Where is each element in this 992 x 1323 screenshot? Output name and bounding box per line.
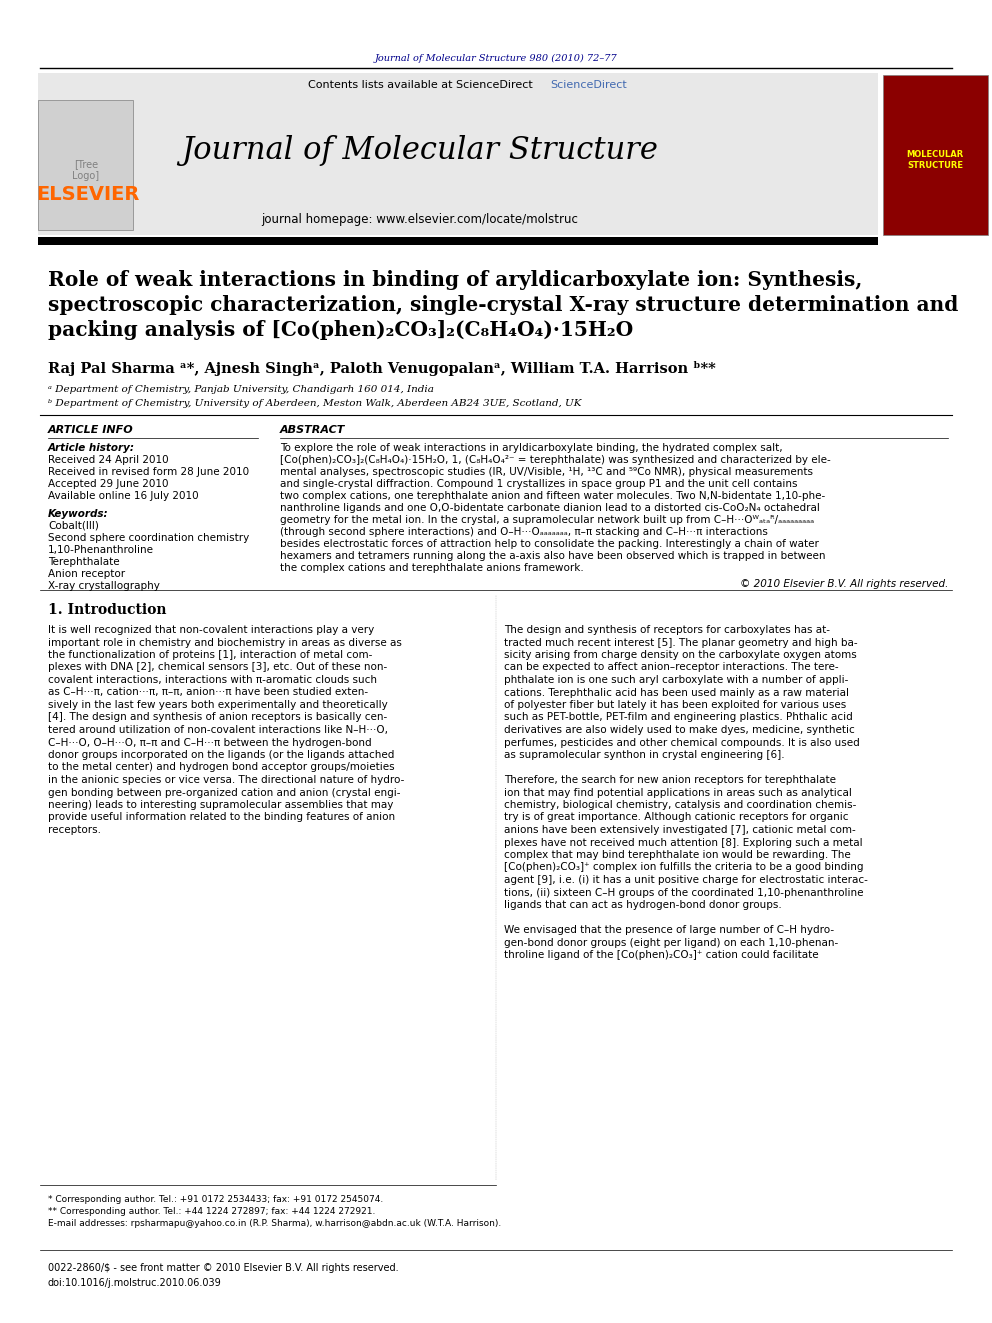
- Text: Role of weak interactions in binding of aryldicarboxylate ion: Synthesis,: Role of weak interactions in binding of …: [48, 270, 862, 290]
- Bar: [38, 101, 133, 230]
- Text: perfumes, pesticides and other chemical compounds. It is also used: perfumes, pesticides and other chemical …: [504, 737, 860, 747]
- Text: tions, (ii) sixteen C–H groups of the coordinated 1,10-phenanthroline: tions, (ii) sixteen C–H groups of the co…: [504, 888, 863, 897]
- Text: ligands that can act as hydrogen-bond donor groups.: ligands that can act as hydrogen-bond do…: [504, 900, 782, 910]
- Text: donor groups incorporated on the ligands (or the ligands attached: donor groups incorporated on the ligands…: [48, 750, 395, 759]
- Text: covalent interactions, interactions with π-aromatic clouds such: covalent interactions, interactions with…: [48, 675, 377, 685]
- Text: 0022-2860/$ - see front matter © 2010 Elsevier B.V. All rights reserved.: 0022-2860/$ - see front matter © 2010 El…: [48, 1263, 399, 1273]
- Text: X-ray crystallography: X-ray crystallography: [48, 581, 160, 591]
- Text: two complex cations, one terephthalate anion and fifteen water molecules. Two N,: two complex cations, one terephthalate a…: [280, 491, 825, 501]
- Text: © 2010 Elsevier B.V. All rights reserved.: © 2010 Elsevier B.V. All rights reserved…: [740, 579, 948, 589]
- Bar: [883, 75, 988, 235]
- Text: receptors.: receptors.: [48, 826, 101, 835]
- Text: can be expected to affect anion–receptor interactions. The tere-: can be expected to affect anion–receptor…: [504, 663, 838, 672]
- Text: cations. Terephthalic acid has been used mainly as a raw material: cations. Terephthalic acid has been used…: [504, 688, 849, 697]
- Text: [Tree
Logo]: [Tree Logo]: [72, 159, 99, 181]
- Text: plexes with DNA [2], chemical sensors [3], etc. Out of these non-: plexes with DNA [2], chemical sensors [3…: [48, 663, 387, 672]
- Text: MOLECULAR
STRUCTURE: MOLECULAR STRUCTURE: [907, 151, 963, 169]
- Text: as supramolecular synthon in crystal engineering [6].: as supramolecular synthon in crystal eng…: [504, 750, 785, 759]
- Text: Available online 16 July 2010: Available online 16 July 2010: [48, 491, 198, 501]
- Text: Accepted 29 June 2010: Accepted 29 June 2010: [48, 479, 169, 490]
- Text: [4]. The design and synthesis of anion receptors is basically cen-: [4]. The design and synthesis of anion r…: [48, 713, 387, 722]
- Text: important role in chemistry and biochemistry in areas as diverse as: important role in chemistry and biochemi…: [48, 638, 402, 647]
- Text: journal homepage: www.elsevier.com/locate/molstruc: journal homepage: www.elsevier.com/locat…: [262, 213, 578, 226]
- Text: tracted much recent interest [5]. The planar geometry and high ba-: tracted much recent interest [5]. The pl…: [504, 638, 858, 647]
- Text: gen-bond donor groups (eight per ligand) on each 1,10-phenan-: gen-bond donor groups (eight per ligand)…: [504, 938, 838, 947]
- Text: [Co(phen)₂CO₃]₂(C₈H₄O₄)·15H₂O, 1, (C₈H₄O₄²⁻ = terephthalate) was synthesized and: [Co(phen)₂CO₃]₂(C₈H₄O₄)·15H₂O, 1, (C₈H₄O…: [280, 455, 830, 464]
- Text: ion that may find potential applications in areas such as analytical: ion that may find potential applications…: [504, 787, 852, 798]
- Text: agent [9], i.e. (i) it has a unit positive charge for electrostatic interac-: agent [9], i.e. (i) it has a unit positi…: [504, 875, 868, 885]
- Bar: [38, 238, 878, 239]
- Text: Received 24 April 2010: Received 24 April 2010: [48, 455, 169, 464]
- Text: The design and synthesis of receptors for carboxylates has at-: The design and synthesis of receptors fo…: [504, 624, 830, 635]
- Text: ** Corresponding author. Tel.: +44 1224 272897; fax: +44 1224 272921.: ** Corresponding author. Tel.: +44 1224 …: [48, 1208, 375, 1217]
- Text: doi:10.1016/j.molstruc.2010.06.039: doi:10.1016/j.molstruc.2010.06.039: [48, 1278, 222, 1289]
- Text: E-mail addresses: rpsharmapu@yahoo.co.in (R.P. Sharma), w.harrison@abdn.ac.uk (W: E-mail addresses: rpsharmapu@yahoo.co.in…: [48, 1220, 501, 1229]
- Text: sicity arising from charge density on the carboxylate oxygen atoms: sicity arising from charge density on th…: [504, 650, 857, 660]
- Text: To explore the role of weak interactions in aryldicarboxylate binding, the hydra: To explore the role of weak interactions…: [280, 443, 783, 452]
- Text: tered around utilization of non-covalent interactions like N–H···O,: tered around utilization of non-covalent…: [48, 725, 388, 736]
- Text: the functionalization of proteins [1], interaction of metal com-: the functionalization of proteins [1], i…: [48, 650, 372, 660]
- Text: anions have been extensively investigated [7], cationic metal com-: anions have been extensively investigate…: [504, 826, 856, 835]
- Text: * Corresponding author. Tel.: +91 0172 2534433; fax: +91 0172 2545074.: * Corresponding author. Tel.: +91 0172 2…: [48, 1196, 383, 1204]
- Text: C–H···O, O–H···O, π–π and C–H···π between the hydrogen-bond: C–H···O, O–H···O, π–π and C–H···π betwee…: [48, 737, 372, 747]
- Text: Therefore, the search for new anion receptors for terephthalate: Therefore, the search for new anion rece…: [504, 775, 836, 785]
- Text: Received in revised form 28 June 2010: Received in revised form 28 June 2010: [48, 467, 249, 478]
- Text: Cobalt(III): Cobalt(III): [48, 521, 99, 531]
- Bar: [38, 73, 878, 235]
- Text: Anion receptor: Anion receptor: [48, 569, 125, 579]
- Text: besides electrostatic forces of attraction help to consolidate the packing. Inte: besides electrostatic forces of attracti…: [280, 538, 818, 549]
- Text: [Co(phen)₂CO₃]⁺ complex ion fulfills the criteria to be a good binding: [Co(phen)₂CO₃]⁺ complex ion fulfills the…: [504, 863, 863, 872]
- Text: nanthroline ligands and one O,O-bidentate carbonate dianion lead to a distorted : nanthroline ligands and one O,O-bidentat…: [280, 503, 819, 513]
- Text: ARTICLE INFO: ARTICLE INFO: [48, 425, 134, 435]
- Text: gen bonding between pre-organized cation and anion (crystal engi-: gen bonding between pre-organized cation…: [48, 787, 401, 798]
- Text: It is well recognized that non-covalent interactions play a very: It is well recognized that non-covalent …: [48, 624, 374, 635]
- Text: sively in the last few years both experimentally and theoretically: sively in the last few years both experi…: [48, 700, 388, 710]
- Bar: [38, 237, 878, 245]
- Text: Article history:: Article history:: [48, 443, 135, 452]
- Text: to the metal center) and hydrogen bond acceptor groups/moieties: to the metal center) and hydrogen bond a…: [48, 762, 395, 773]
- Text: packing analysis of [Co(phen)₂CO₃]₂(C₈H₄O₄)·15H₂O: packing analysis of [Co(phen)₂CO₃]₂(C₈H₄…: [48, 320, 633, 340]
- Text: try is of great importance. Although cationic receptors for organic: try is of great importance. Although cat…: [504, 812, 848, 823]
- Text: Journal of Molecular Structure: Journal of Molecular Structure: [182, 135, 659, 165]
- Text: provide useful information related to the binding features of anion: provide useful information related to th…: [48, 812, 395, 823]
- Text: 1,10-Phenanthroline: 1,10-Phenanthroline: [48, 545, 154, 556]
- Text: ᵇ Department of Chemistry, University of Aberdeen, Meston Walk, Aberdeen AB24 3U: ᵇ Department of Chemistry, University of…: [48, 400, 581, 409]
- Text: ABSTRACT: ABSTRACT: [280, 425, 345, 435]
- Text: plexes have not received much attention [8]. Exploring such a metal: plexes have not received much attention …: [504, 837, 863, 848]
- Text: complex that may bind terephthalate ion would be rewarding. The: complex that may bind terephthalate ion …: [504, 849, 851, 860]
- Text: in the anionic species or vice versa. The directional nature of hydro-: in the anionic species or vice versa. Th…: [48, 775, 405, 785]
- Text: We envisaged that the presence of large number of C–H hydro-: We envisaged that the presence of large …: [504, 925, 834, 935]
- Text: chemistry, biological chemistry, catalysis and coordination chemis-: chemistry, biological chemistry, catalys…: [504, 800, 856, 810]
- Text: Journal of Molecular Structure 980 (2010) 72–77: Journal of Molecular Structure 980 (2010…: [375, 53, 617, 62]
- Text: phthalate ion is one such aryl carboxylate with a number of appli-: phthalate ion is one such aryl carboxyla…: [504, 675, 848, 685]
- Text: ELSEVIER: ELSEVIER: [37, 185, 140, 205]
- Text: such as PET-bottle, PET-film and engineering plastics. Phthalic acid: such as PET-bottle, PET-film and enginee…: [504, 713, 853, 722]
- Text: Terephthalate: Terephthalate: [48, 557, 120, 568]
- Text: ᵃ Department of Chemistry, Panjab University, Chandigarh 160 014, India: ᵃ Department of Chemistry, Panjab Univer…: [48, 385, 434, 394]
- Text: (through second sphere interactions) and O–H···Oₐₐₐₐₐₐₐ, π–π stacking and C–H···: (through second sphere interactions) and…: [280, 527, 768, 537]
- Text: as C–H···π, cation···π, π–π, anion···π have been studied exten-: as C–H···π, cation···π, π–π, anion···π h…: [48, 688, 368, 697]
- Text: Contents lists available at ScienceDirect: Contents lists available at ScienceDirec…: [308, 79, 533, 90]
- Text: derivatives are also widely used to make dyes, medicine, synthetic: derivatives are also widely used to make…: [504, 725, 855, 736]
- Text: Raj Pal Sharma ᵃ*, Ajnesh Singhᵃ, Paloth Venugopalanᵃ, William T.A. Harrison ᵇ**: Raj Pal Sharma ᵃ*, Ajnesh Singhᵃ, Paloth…: [48, 360, 716, 376]
- Text: and single-crystal diffraction. Compound 1 crystallizes in space group P̄1 and t: and single-crystal diffraction. Compound…: [280, 479, 798, 490]
- Text: of polyester fiber but lately it has been exploited for various uses: of polyester fiber but lately it has bee…: [504, 700, 846, 710]
- Text: hexamers and tetramers running along the a-axis also have been observed which is: hexamers and tetramers running along the…: [280, 550, 825, 561]
- Text: mental analyses, spectroscopic studies (IR, UV/Visible, ¹H, ¹³C and ⁵⁹Co NMR), p: mental analyses, spectroscopic studies (…: [280, 467, 813, 478]
- Text: neering) leads to interesting supramolecular assemblies that may: neering) leads to interesting supramolec…: [48, 800, 394, 810]
- Text: 1. Introduction: 1. Introduction: [48, 603, 167, 617]
- Text: Second sphere coordination chemistry: Second sphere coordination chemistry: [48, 533, 249, 542]
- Text: throline ligand of the [Co(phen)₂CO₃]⁺ cation could facilitate: throline ligand of the [Co(phen)₂CO₃]⁺ c…: [504, 950, 818, 960]
- Text: the complex cations and terephthalate anions framework.: the complex cations and terephthalate an…: [280, 564, 583, 573]
- Text: Keywords:: Keywords:: [48, 509, 109, 519]
- Text: ScienceDirect: ScienceDirect: [550, 79, 627, 90]
- Text: geometry for the metal ion. In the crystal, a supramolecular network built up fr: geometry for the metal ion. In the cryst…: [280, 515, 814, 525]
- Text: spectroscopic characterization, single-crystal X-ray structure determination and: spectroscopic characterization, single-c…: [48, 295, 958, 315]
